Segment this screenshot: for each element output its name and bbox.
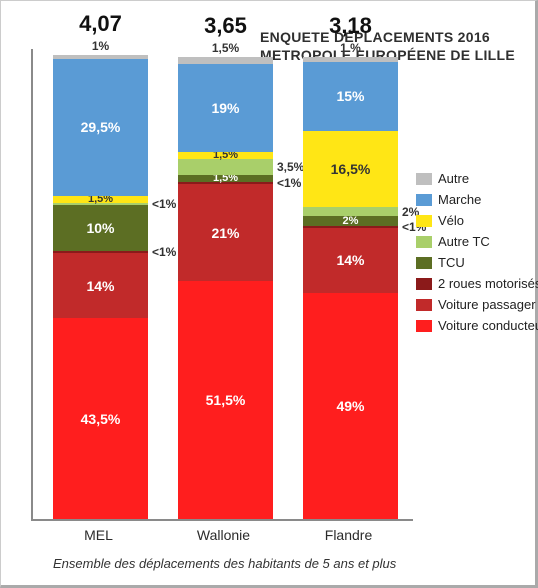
legend-item-tcu: TCU: [416, 255, 538, 270]
legend-label: Voiture passager: [438, 297, 536, 312]
legend-marker: [416, 320, 432, 332]
legend-item-autre_tc: Autre TC: [416, 234, 538, 249]
segment-tcu: 2%: [303, 216, 398, 225]
segment-deux_roues: [53, 251, 148, 253]
segment-velo: 1,5%: [53, 196, 148, 203]
segment-marche: 19%: [178, 64, 273, 152]
footnote: Ensemble des déplacements des habitants …: [53, 556, 396, 571]
segment-marche: 15%: [303, 62, 398, 131]
legend-item-voiture_conducteur: Voiture conducteur: [416, 318, 538, 333]
legend-label: Vélo: [438, 213, 464, 228]
segment-tcu: 1,5%: [178, 175, 273, 182]
segment-voiture_conducteur: 51,5%: [178, 281, 273, 519]
legend-label: TCU: [438, 255, 465, 270]
segment-voiture_conducteur: 49%: [303, 293, 398, 519]
segment-velo: 16,5%: [303, 131, 398, 207]
legend-item-voiture_passager: Voiture passager: [416, 297, 538, 312]
plot-area: 43,5%14%<1%10%<1%1,5%29,5%1%4,0751,5%21%…: [31, 49, 413, 521]
legend-item-deux_roues: 2 roues motorisés: [416, 276, 538, 291]
segment-voiture_passager: 21%: [178, 184, 273, 281]
segment-velo: 1,5%: [178, 152, 273, 159]
above-label-autre: 1%: [53, 39, 148, 53]
legend-item-marche: Marche: [416, 192, 538, 207]
segment-label: 51,5%: [206, 392, 246, 408]
segment-voiture_passager: 14%: [53, 253, 148, 318]
legend-marker: [416, 278, 432, 290]
bar-total: 4,07: [53, 11, 148, 37]
segment-label: 14%: [86, 278, 114, 294]
segment-label: 16,5%: [331, 161, 371, 177]
legend-label: Marche: [438, 192, 481, 207]
x-axis-label: Wallonie: [176, 527, 271, 543]
segment-label: 21%: [211, 225, 239, 241]
legend-marker: [416, 173, 432, 185]
x-axis-label: Flandre: [301, 527, 396, 543]
legend-label: 2 roues motorisés: [438, 276, 538, 291]
legend-marker: [416, 257, 432, 269]
side-label-autre_tc: <1%: [152, 197, 176, 211]
bars-container: 43,5%14%<1%10%<1%1,5%29,5%1%4,0751,5%21%…: [33, 49, 413, 519]
segment-label: 10%: [86, 220, 114, 236]
segment-label: 2%: [343, 215, 359, 227]
legend-marker: [416, 194, 432, 206]
side-label-deux_roues: <1%: [277, 176, 301, 190]
legend-marker: [416, 215, 432, 227]
legend-label: Voiture conducteur: [438, 318, 538, 333]
chart-frame: ENQUETE DÉPLACEMENTS 2016 METROPOLE EURO…: [0, 0, 538, 588]
legend-label: Autre: [438, 171, 469, 186]
bar-total: 3,65: [178, 13, 273, 39]
segment-label: 19%: [211, 100, 239, 116]
legend-marker: [416, 299, 432, 311]
segment-tcu: 10%: [53, 205, 148, 251]
legend-item-autre: Autre: [416, 171, 538, 186]
above-label-autre: 1,5%: [178, 41, 273, 55]
legend: Autre Marche Vélo Autre TC TCU 2 roues motori…: [416, 171, 538, 339]
segment-autre_tc: [303, 207, 398, 216]
bar-total: 3,18: [303, 13, 398, 39]
segment-autre: [53, 55, 148, 60]
segment-voiture_conducteur: 43,5%: [53, 318, 148, 519]
segment-voiture_passager: 14%: [303, 228, 398, 293]
legend-marker: [416, 236, 432, 248]
segment-marche: 29,5%: [53, 59, 148, 195]
x-axis-label: MEL: [51, 527, 146, 543]
legend-item-velo: Vélo: [416, 213, 538, 228]
segment-label: 43,5%: [81, 411, 121, 427]
segment-label: 29,5%: [81, 119, 121, 135]
segment-label: 15%: [336, 88, 364, 104]
segment-label: 14%: [336, 252, 364, 268]
side-label-deux_roues: <1%: [152, 245, 176, 259]
segment-autre: [303, 57, 398, 62]
side-label-autre_tc: 3,5%: [277, 160, 304, 174]
segment-label: 49%: [336, 398, 364, 414]
above-label-autre: 1 %: [303, 41, 398, 55]
segment-autre: [178, 57, 273, 64]
legend-label: Autre TC: [438, 234, 490, 249]
